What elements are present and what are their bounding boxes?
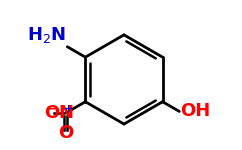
Text: O: O xyxy=(44,104,59,122)
Text: N: N xyxy=(58,104,73,122)
Text: OH: OH xyxy=(180,102,210,120)
Text: O: O xyxy=(58,124,73,142)
Text: +: + xyxy=(64,104,73,114)
Text: −: − xyxy=(48,103,58,116)
Text: H$_2$N: H$_2$N xyxy=(27,25,66,45)
